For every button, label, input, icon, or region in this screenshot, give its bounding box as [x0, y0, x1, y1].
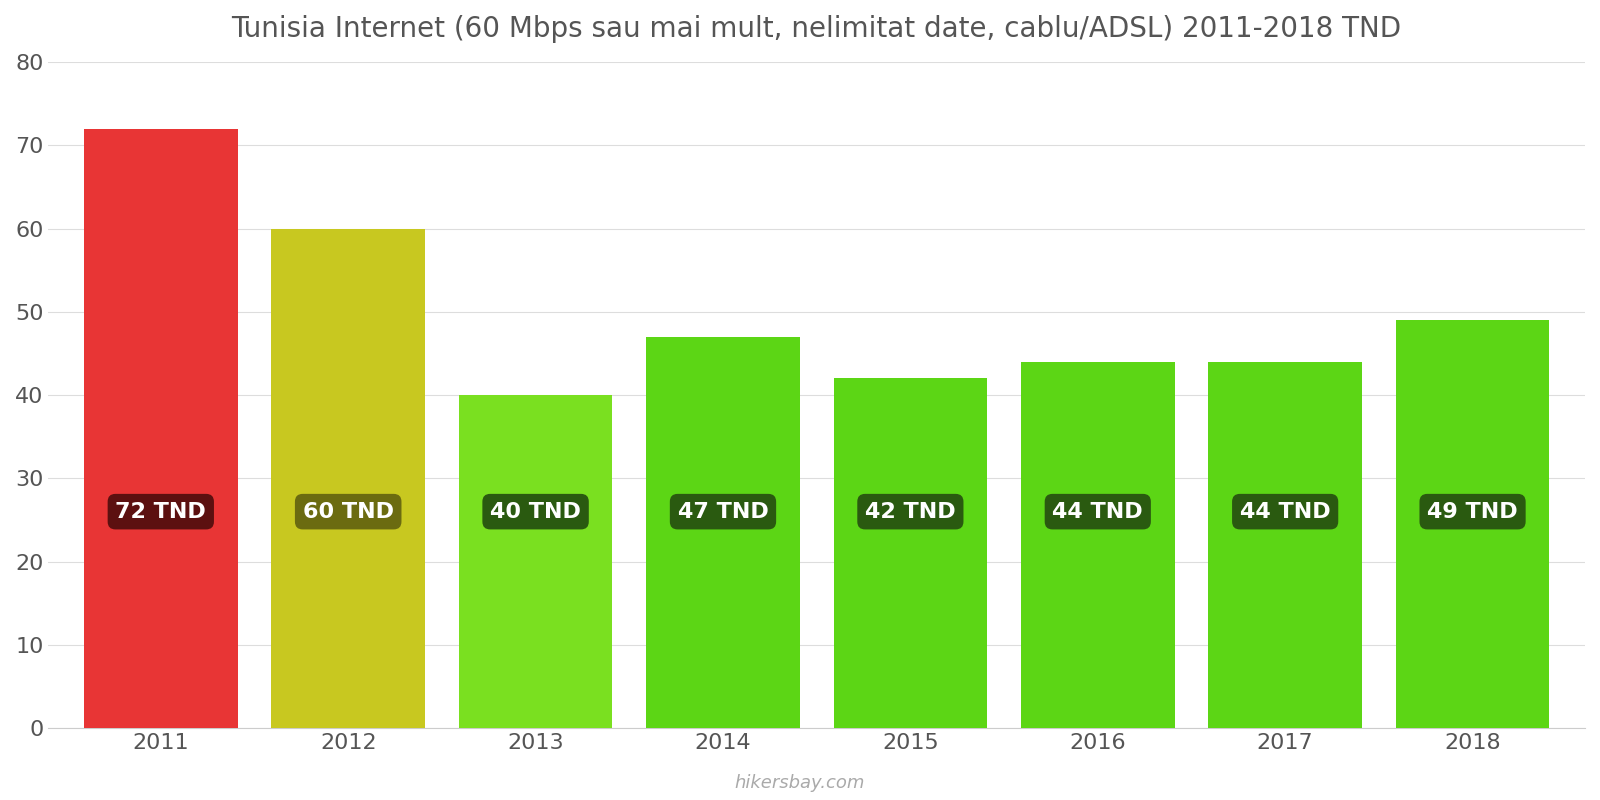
Text: 60 TND: 60 TND [302, 502, 394, 522]
Bar [83, 129, 238, 728]
Bar [272, 229, 426, 728]
Text: 72 TND: 72 TND [115, 502, 206, 522]
Text: 40 TND: 40 TND [490, 502, 581, 522]
Bar [1208, 362, 1362, 728]
Text: 47 TND: 47 TND [678, 502, 768, 522]
Bar [459, 395, 613, 728]
Text: 44 TND: 44 TND [1053, 502, 1142, 522]
Bar [1021, 362, 1174, 728]
Text: 42 TND: 42 TND [866, 502, 955, 522]
Bar [1395, 320, 1549, 728]
Title: Tunisia Internet (60 Mbps sau mai mult, nelimitat date, cablu/ADSL) 2011-2018 TN: Tunisia Internet (60 Mbps sau mai mult, … [232, 15, 1402, 43]
Text: 49 TND: 49 TND [1427, 502, 1518, 522]
Text: 44 TND: 44 TND [1240, 502, 1331, 522]
Bar [834, 378, 987, 728]
Text: hikersbay.com: hikersbay.com [734, 774, 866, 792]
Bar [646, 337, 800, 728]
